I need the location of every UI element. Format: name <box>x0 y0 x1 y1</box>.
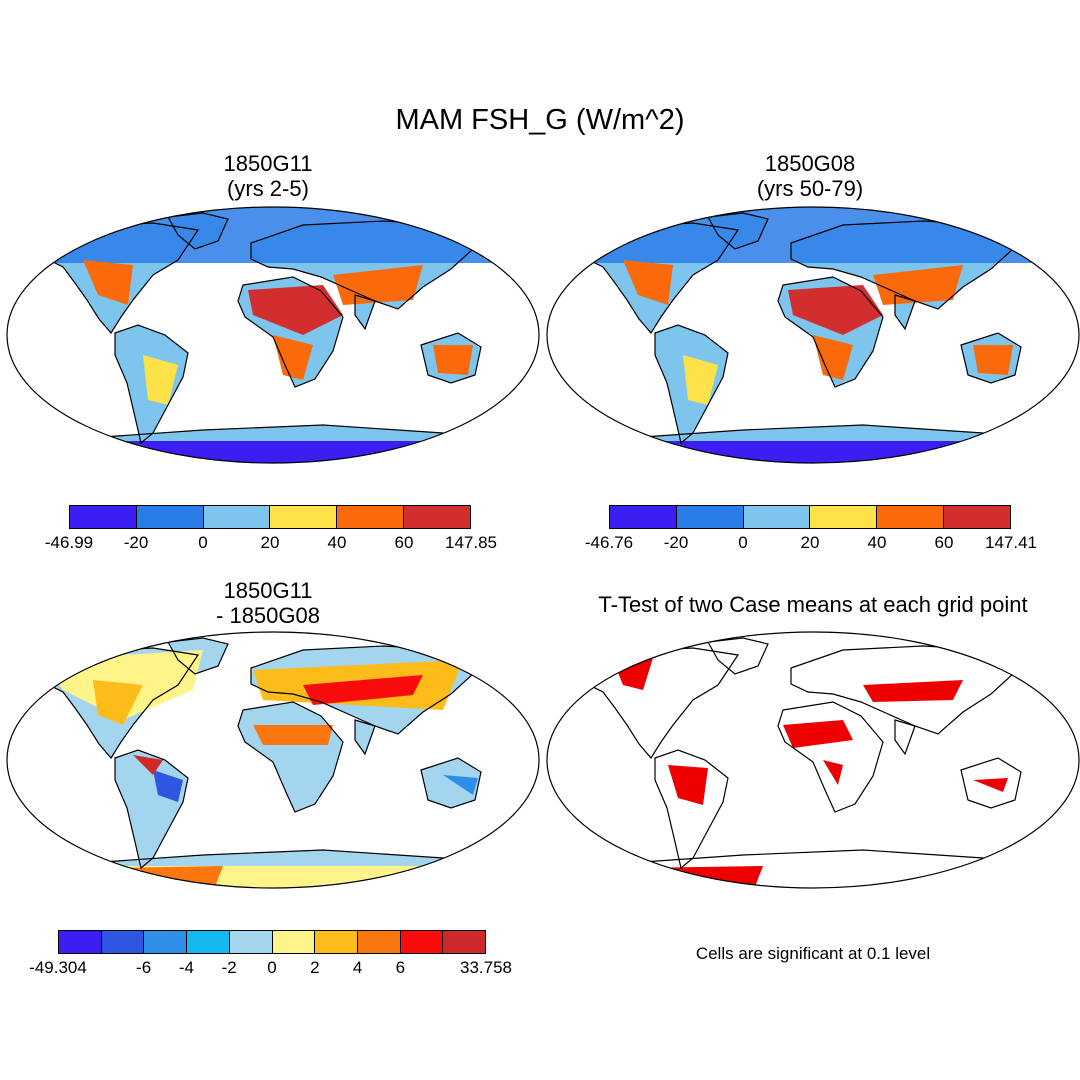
colorbar-tick-label: -4 <box>178 958 194 977</box>
colorbar-swatch <box>229 931 273 953</box>
panel-title-line2: - 1850G08 <box>216 603 320 628</box>
colorbar-tick-label: -6 <box>136 958 152 977</box>
colorbar-swatch <box>187 931 230 953</box>
colorbar-swatch <box>400 931 444 953</box>
colorbar-tick-label: -46.99 <box>44 533 94 552</box>
ttest-title: T-Test of two Case means at each grid po… <box>598 592 1028 617</box>
colorbar-tick-label: 4 <box>352 958 363 977</box>
colorbar-difference <box>58 930 486 954</box>
colorbar-swatch <box>337 506 405 528</box>
colorbar-tick-label: -46.76 <box>584 533 634 552</box>
colorbar-swatch <box>101 931 145 953</box>
colorbar-swatch <box>610 506 677 528</box>
colorbar-tick-label: 60 <box>394 533 414 552</box>
colorbar-tick-label: 6 <box>395 958 406 977</box>
panel-title-line2: (yrs 2-5) <box>227 176 309 201</box>
colorbar-tick-label: -49.304 <box>29 958 87 977</box>
panel-title-line1: 1850G08 <box>764 151 856 176</box>
colorbar-tick-label: 0 <box>198 533 208 552</box>
ttest-note: Cells are significant at 0.1 level <box>695 944 931 963</box>
colorbar-swatch <box>136 506 204 528</box>
colorbar-tick-label: 147.41 <box>985 533 1037 552</box>
panel-title-line2: (yrs 50-79) <box>756 176 864 201</box>
colorbar-tick-label: 20 <box>260 533 280 552</box>
colorbar-tick-label: 20 <box>800 533 820 552</box>
colorbar-swatch <box>59 931 102 953</box>
colorbar-tick-label: -20 <box>663 533 689 552</box>
colorbar-swatch <box>743 506 811 528</box>
colorbar-swatch <box>315 931 358 953</box>
map-difference <box>6 631 540 889</box>
colorbar-1850g11 <box>69 505 471 529</box>
colorbar-tick-label: -20 <box>123 533 149 552</box>
colorbar-swatch <box>203 506 271 528</box>
colorbar-swatch <box>944 506 1010 528</box>
colorbar-tick-label: 2 <box>310 958 320 977</box>
main-title: MAM FSH_G (W/m^2) <box>395 104 685 136</box>
colorbar-swatch <box>144 931 188 953</box>
colorbar-swatch <box>810 506 878 528</box>
colorbar-1850g08 <box>609 505 1011 529</box>
map-1850g11 <box>6 206 540 464</box>
panel-title: 1850G11 (yrs 2-5) <box>138 151 398 201</box>
colorbar-tick-label: -2 <box>221 958 237 977</box>
colorbar-tick-label: 40 <box>327 533 347 552</box>
colorbar-swatch <box>270 506 338 528</box>
colorbar-tick-label: 40 <box>867 533 887 552</box>
map-1850g08 <box>546 206 1080 464</box>
colorbar-tick-label: 147.85 <box>445 533 497 552</box>
colorbar-swatch <box>443 931 486 953</box>
panel-title: 1850G11 - 1850G08 <box>138 578 398 628</box>
colorbar-tick-label: 60 <box>934 533 954 552</box>
colorbar-swatch <box>676 506 744 528</box>
panel-title-line1: 1850G11 <box>223 151 313 176</box>
colorbar-swatch <box>70 506 137 528</box>
panel-title-line1: 1850G11 <box>223 578 313 603</box>
colorbar-tick-label: 0 <box>738 533 748 552</box>
colorbar-swatch <box>877 506 945 528</box>
map-ttest <box>546 631 1080 889</box>
colorbar-swatch <box>357 931 401 953</box>
colorbar-tick-label: 0 <box>267 958 277 977</box>
colorbar-swatch <box>272 931 316 953</box>
panel-title: 1850G08 (yrs 50-79) <box>680 151 940 201</box>
colorbar-swatch <box>404 506 470 528</box>
colorbar-tick-label: 33.758 <box>460 958 512 977</box>
